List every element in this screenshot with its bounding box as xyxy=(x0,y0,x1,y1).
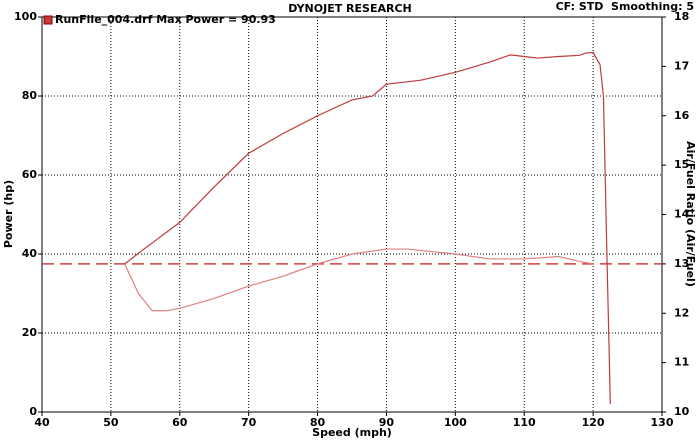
y-tick-label: 60 xyxy=(22,168,38,181)
y-tick-label: 100 xyxy=(14,10,37,23)
chart-subtitle: CF: STD Smoothing: 5 xyxy=(556,0,694,13)
data-line xyxy=(124,51,611,405)
x-tick-label: 40 xyxy=(34,416,50,429)
y-axis-label: Power (hp) xyxy=(2,180,15,248)
y2-axis-label: Air/Fuel Ratio (Air/Fuel) xyxy=(684,141,697,287)
x-tick-label: 110 xyxy=(513,416,536,429)
y2-tick-label: 13 xyxy=(674,257,689,270)
y2-tick-label: 14 xyxy=(674,208,690,221)
y2-tick-label: 17 xyxy=(674,59,689,72)
y-tick-label: 0 xyxy=(29,405,37,418)
y-tick-label: 80 xyxy=(22,89,38,102)
y2-tick-label: 12 xyxy=(674,306,689,319)
chart-title: DYNOJET RESEARCH xyxy=(288,2,411,15)
legend-swatch xyxy=(43,15,53,25)
legend-label: RunFile_004.drf Max Power = 90.93 xyxy=(55,13,276,26)
x-tick-label: 100 xyxy=(444,416,467,429)
x-tick-label: 60 xyxy=(172,416,188,429)
x-axis-label: Speed (mph) xyxy=(312,426,392,439)
x-tick-label: 120 xyxy=(582,416,605,429)
y-tick-label: 40 xyxy=(22,247,38,260)
x-tick-label: 80 xyxy=(310,416,326,429)
y2-tick-label: 15 xyxy=(674,158,689,171)
data-line xyxy=(124,248,594,312)
plot-frame xyxy=(41,16,663,413)
y2-tick-label: 16 xyxy=(674,109,690,122)
y2-tick-label: 10 xyxy=(674,405,690,418)
y2-tick-label: 18 xyxy=(674,10,689,23)
x-tick-label: 130 xyxy=(651,416,674,429)
y-tick-label: 20 xyxy=(22,326,38,339)
y2-tick-label: 11 xyxy=(674,356,689,369)
x-tick-label: 70 xyxy=(241,416,257,429)
x-tick-label: 50 xyxy=(103,416,119,429)
x-tick-label: 90 xyxy=(379,416,395,429)
